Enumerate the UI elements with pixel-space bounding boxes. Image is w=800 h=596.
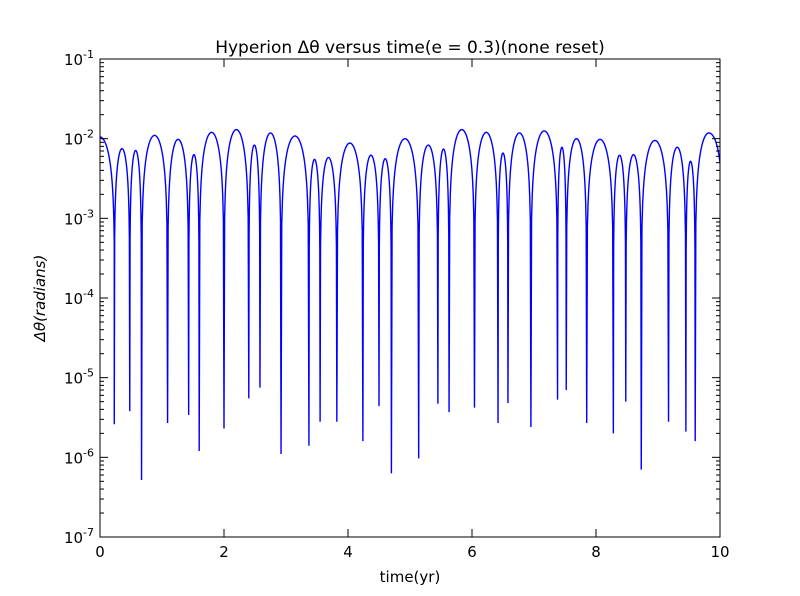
x-axis-label: time(yr) bbox=[380, 568, 441, 586]
y-axis-label: Δθ(radians) bbox=[31, 255, 49, 343]
x-tick-label: 8 bbox=[591, 543, 601, 561]
y-tick-label: 10-5 bbox=[64, 367, 94, 388]
y-tick-label: 10-7 bbox=[64, 526, 94, 547]
y-tick-label: 10-3 bbox=[64, 207, 94, 228]
x-tick-label: 0 bbox=[95, 543, 105, 561]
x-tick-label: 6 bbox=[467, 543, 477, 561]
y-tick-label: 10-4 bbox=[64, 287, 94, 308]
y-tick-label: 10-1 bbox=[64, 48, 94, 69]
x-tick-label: 10 bbox=[710, 543, 729, 561]
x-tick-label: 2 bbox=[219, 543, 229, 561]
x-tick-label: 4 bbox=[343, 543, 353, 561]
chart-title: Hyperion Δθ versus time(e = 0.3)(none re… bbox=[215, 38, 605, 58]
series-line bbox=[100, 128, 720, 480]
y-tick-label: 10-6 bbox=[64, 446, 94, 467]
x-axis: 0 2 4 6 8 10 bbox=[95, 59, 730, 561]
y-tick-label: 10-2 bbox=[64, 128, 94, 149]
y-axis: 10-7 10-6 10-5 10-4 10-3 10-2 10-1 bbox=[64, 48, 720, 547]
